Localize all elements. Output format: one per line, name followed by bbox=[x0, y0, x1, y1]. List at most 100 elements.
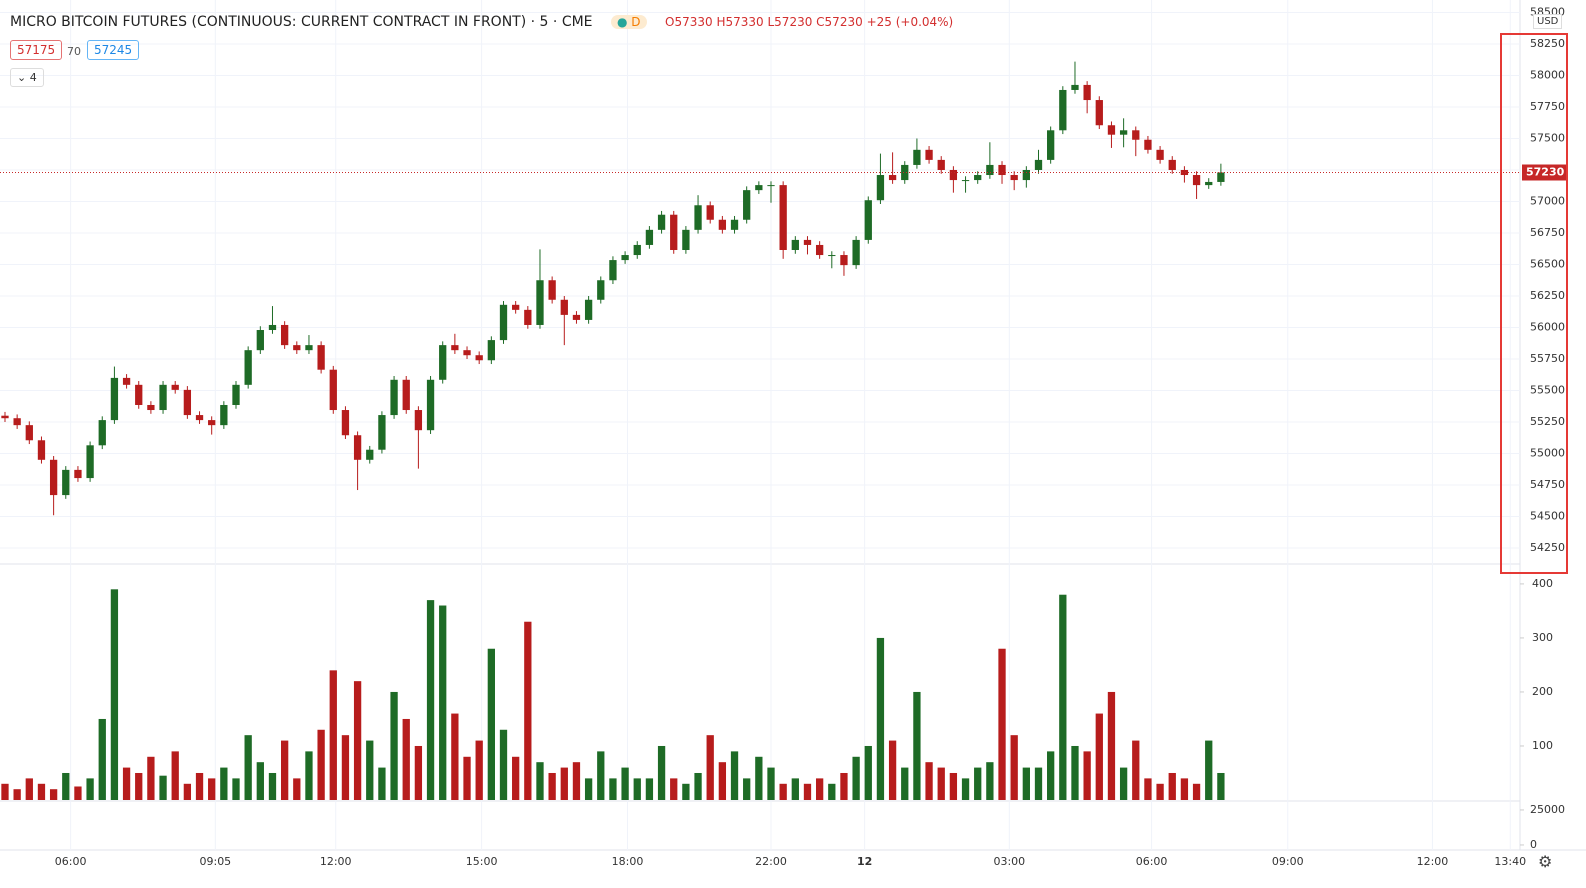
candle-body bbox=[1010, 175, 1018, 181]
candle-body bbox=[147, 404, 155, 411]
volume-bar bbox=[1, 783, 9, 800]
candle-body bbox=[1107, 125, 1116, 135]
volume-bar bbox=[62, 772, 70, 800]
candle-body bbox=[621, 255, 629, 261]
candle-body bbox=[1095, 100, 1103, 126]
candle-body bbox=[925, 149, 933, 160]
volume-tick-label: 300 bbox=[1532, 631, 1553, 644]
volume-bar bbox=[414, 745, 423, 800]
indicator-toggle[interactable]: ⌄ 4 bbox=[10, 68, 44, 87]
candle-body bbox=[378, 415, 386, 450]
candle-body bbox=[13, 418, 21, 426]
volume-bar bbox=[390, 691, 398, 800]
lower-tick-label: 25000 bbox=[1530, 803, 1565, 816]
candle-body bbox=[86, 445, 94, 479]
candle-body bbox=[451, 345, 459, 351]
x-tick-label: 06:00 bbox=[55, 855, 87, 868]
candle-body bbox=[937, 159, 945, 170]
volume-bar bbox=[1132, 740, 1140, 800]
y-tick-label: 56000 bbox=[1530, 320, 1565, 333]
candle-body bbox=[840, 255, 848, 266]
volume-bar bbox=[560, 767, 568, 800]
symbol-title[interactable]: MICRO BITCOIN FUTURES (CONTINUOUS: CURRE… bbox=[10, 14, 527, 30]
candle-body bbox=[62, 469, 70, 496]
candle-body bbox=[341, 410, 350, 436]
volume-bar bbox=[110, 589, 119, 800]
volume-bar bbox=[949, 772, 958, 800]
volume-bar bbox=[329, 670, 337, 800]
volume-bar bbox=[122, 767, 131, 800]
candle-body bbox=[645, 229, 654, 245]
volume-bar bbox=[98, 718, 106, 800]
volume-bar bbox=[536, 762, 544, 800]
ohlc: O57330 H57330 L57230 C57230 +25 (+0.04%) bbox=[665, 15, 953, 29]
y-tick-label: 55750 bbox=[1530, 352, 1565, 365]
candle-body bbox=[1, 415, 9, 419]
candle-body bbox=[682, 229, 690, 250]
candle-body bbox=[1083, 84, 1091, 101]
volume-bar bbox=[1083, 751, 1091, 800]
x-tick-label: 15:00 bbox=[466, 855, 498, 868]
badge: D bbox=[631, 15, 641, 29]
bid-box[interactable]: 57175 bbox=[10, 40, 63, 60]
volume-bar bbox=[670, 778, 678, 800]
candle-body bbox=[98, 420, 106, 446]
open-label: O57330 bbox=[665, 15, 713, 29]
candle-body bbox=[366, 449, 374, 460]
volume-bar bbox=[730, 751, 739, 800]
volume-bar bbox=[451, 713, 459, 800]
candle-body bbox=[779, 185, 787, 250]
volume-bar bbox=[548, 772, 556, 800]
volume-bar bbox=[961, 778, 970, 800]
volume-bar bbox=[986, 762, 994, 800]
volume-bar bbox=[49, 789, 58, 800]
change-label: +25 (+0.04%) bbox=[866, 15, 954, 29]
volume-bar bbox=[1095, 713, 1103, 800]
volume-bar bbox=[998, 648, 1006, 800]
volume-bar bbox=[864, 745, 872, 800]
volume-bar bbox=[171, 751, 179, 800]
candle-body bbox=[1132, 130, 1140, 140]
currency-label[interactable]: USD bbox=[1533, 14, 1563, 29]
volume-bar bbox=[402, 718, 410, 800]
candle-body bbox=[25, 425, 33, 441]
x-tick-label: 12 bbox=[857, 855, 872, 868]
ask-box[interactable]: 57245 bbox=[87, 40, 140, 60]
candle-body bbox=[1071, 84, 1079, 90]
volume-bar bbox=[378, 767, 386, 800]
volume-bar bbox=[1071, 745, 1079, 800]
exchange: CME bbox=[561, 14, 593, 30]
volume-bar bbox=[195, 772, 204, 800]
x-tick-label: 03:00 bbox=[993, 855, 1025, 868]
settings-icon[interactable]: ⚙ bbox=[1538, 852, 1553, 871]
x-tick-label: 06:00 bbox=[1136, 855, 1168, 868]
candle-body bbox=[755, 185, 763, 191]
candle-body bbox=[135, 384, 143, 405]
volume-bar bbox=[609, 778, 617, 800]
candle-body bbox=[1034, 159, 1043, 170]
volume-bar bbox=[159, 775, 167, 800]
candle-body bbox=[1180, 169, 1189, 176]
market-status[interactable]: ● D bbox=[610, 15, 647, 29]
interval[interactable]: 5 bbox=[539, 14, 549, 30]
close-label: C57230 bbox=[816, 15, 863, 29]
volume-bar bbox=[584, 778, 593, 800]
volume-bar bbox=[1010, 735, 1018, 800]
volume-bar bbox=[426, 600, 435, 800]
candle-body bbox=[195, 415, 204, 421]
candle-body bbox=[220, 404, 228, 426]
volume-tick-label: 100 bbox=[1532, 739, 1553, 752]
volume-bar bbox=[779, 783, 787, 800]
volume-bar bbox=[974, 767, 982, 800]
candle-body bbox=[803, 239, 812, 245]
volume-bar bbox=[366, 740, 374, 800]
candle-body bbox=[888, 175, 897, 181]
volume-bar bbox=[876, 637, 885, 800]
volume-bar bbox=[1047, 751, 1055, 800]
candle-body bbox=[1205, 181, 1213, 186]
volume-bar bbox=[743, 778, 751, 800]
volume-bar bbox=[341, 735, 350, 800]
high-label: H57330 bbox=[716, 15, 764, 29]
volume-bar bbox=[888, 740, 897, 800]
candle-body bbox=[609, 260, 617, 281]
